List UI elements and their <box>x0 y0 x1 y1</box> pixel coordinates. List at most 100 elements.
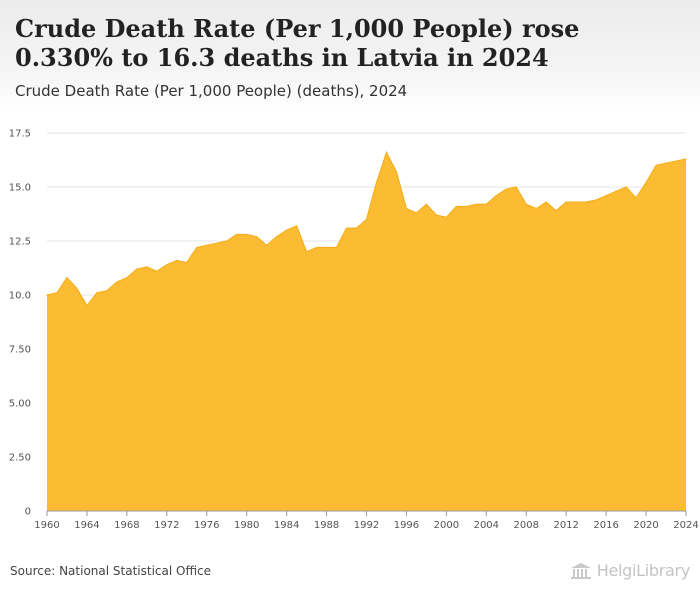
data-point <box>375 182 378 184</box>
x-tick-label: 1988 <box>314 520 339 531</box>
data-point <box>206 244 208 246</box>
data-point <box>595 199 597 201</box>
data-point <box>256 236 258 238</box>
data-point <box>166 264 168 266</box>
data-point <box>545 201 547 203</box>
data-point <box>86 305 88 307</box>
data-point <box>605 195 607 197</box>
data-point <box>585 201 587 203</box>
data-point <box>525 203 527 205</box>
data-point <box>66 277 68 279</box>
data-point <box>685 158 687 160</box>
y-tick-label: 2.50 <box>9 453 31 464</box>
x-tick-label: 1996 <box>394 520 419 531</box>
x-tick-label: 2024 <box>673 520 698 531</box>
x-tick-label: 2012 <box>553 520 578 531</box>
axes <box>46 510 687 516</box>
data-point <box>286 229 288 231</box>
data-point <box>405 208 408 210</box>
data-point <box>345 227 348 229</box>
source-note: Source: National Statistical Office <box>10 564 212 578</box>
y-tick-label: 10.0 <box>9 291 31 302</box>
data-point <box>236 233 238 236</box>
data-point <box>305 251 308 253</box>
data-point <box>655 164 657 166</box>
data-point <box>136 268 138 270</box>
data-point <box>116 281 118 283</box>
x-tick-label: 1984 <box>274 520 299 531</box>
series-area-layer <box>46 150 687 511</box>
data-point <box>445 216 447 218</box>
x-tick-label: 2020 <box>633 520 658 531</box>
x-tick-label: 2000 <box>434 520 459 531</box>
data-point <box>46 294 48 296</box>
data-point <box>355 227 358 229</box>
data-point <box>625 186 627 188</box>
data-point <box>535 208 537 210</box>
header-band: Crude Death Rate (Per 1,000 People) rose… <box>0 0 700 112</box>
data-point <box>415 212 418 214</box>
y-tick-label: 17.5 <box>9 129 31 140</box>
data-point <box>495 195 497 197</box>
y-tick-label: 12.5 <box>9 237 31 248</box>
data-point <box>435 214 437 216</box>
helgilibrary-logo[interactable]: HelgiLibrary <box>570 561 690 580</box>
data-point <box>645 182 647 184</box>
data-point <box>455 205 457 208</box>
data-point <box>465 205 467 208</box>
data-point <box>425 203 428 205</box>
data-point <box>565 201 567 203</box>
data-point <box>276 236 278 238</box>
x-tick-label: 2004 <box>474 520 499 531</box>
data-point <box>226 240 228 242</box>
library-columns-icon <box>570 562 591 579</box>
data-point <box>575 201 577 203</box>
data-point <box>216 242 218 244</box>
x-tick-label: 1968 <box>114 520 139 531</box>
data-point <box>176 259 178 262</box>
x-tick-label: 1992 <box>354 520 379 531</box>
y-tick-labels: 0 2.50 5.00 7.50 10.0 12.5 15.0 17.5 <box>9 129 31 518</box>
y-tick-label: 5.00 <box>9 399 31 410</box>
x-tick-label: 1972 <box>154 520 179 531</box>
data-point <box>315 246 318 249</box>
data-point <box>505 188 507 190</box>
chart-title: Crude Death Rate (Per 1,000 People) rose… <box>15 14 580 72</box>
y-tick-label: 15.0 <box>9 183 31 194</box>
y-tick-label: 7.50 <box>9 345 31 356</box>
data-point <box>615 190 617 192</box>
x-tick-label: 1980 <box>234 520 259 531</box>
data-point <box>365 218 368 220</box>
chart-subtitle: Crude Death Rate (Per 1,000 People) (dea… <box>15 82 408 100</box>
data-point <box>186 262 188 264</box>
data-point <box>385 151 388 154</box>
data-point <box>196 246 198 249</box>
data-point <box>266 244 268 246</box>
y-tick-label: 0 <box>25 507 31 518</box>
data-point <box>475 203 477 205</box>
data-point <box>76 287 78 290</box>
x-tick-labels: 1960 1964 1968 1972 1976 1980 1984 1988 1992 1996… <box>34 520 698 531</box>
x-tick-label: 1976 <box>194 520 219 531</box>
data-point <box>156 270 158 272</box>
data-point <box>246 233 248 236</box>
x-tick-label: 2016 <box>593 520 618 531</box>
x-tick-label: 2008 <box>514 520 539 531</box>
data-point <box>106 290 108 292</box>
data-point <box>56 292 58 294</box>
data-point <box>515 186 517 188</box>
logo-text: HelgiLibrary <box>596 561 691 580</box>
data-point <box>485 203 487 205</box>
data-point <box>675 160 677 162</box>
data-point <box>635 197 637 199</box>
data-point <box>96 292 98 294</box>
data-point <box>325 246 328 249</box>
data-point <box>335 246 338 249</box>
data-point <box>665 162 667 164</box>
data-point <box>126 277 128 279</box>
data-point <box>395 171 398 173</box>
data-point <box>296 225 298 227</box>
x-tick-label: 1960 <box>34 520 59 531</box>
data-point <box>146 266 148 268</box>
